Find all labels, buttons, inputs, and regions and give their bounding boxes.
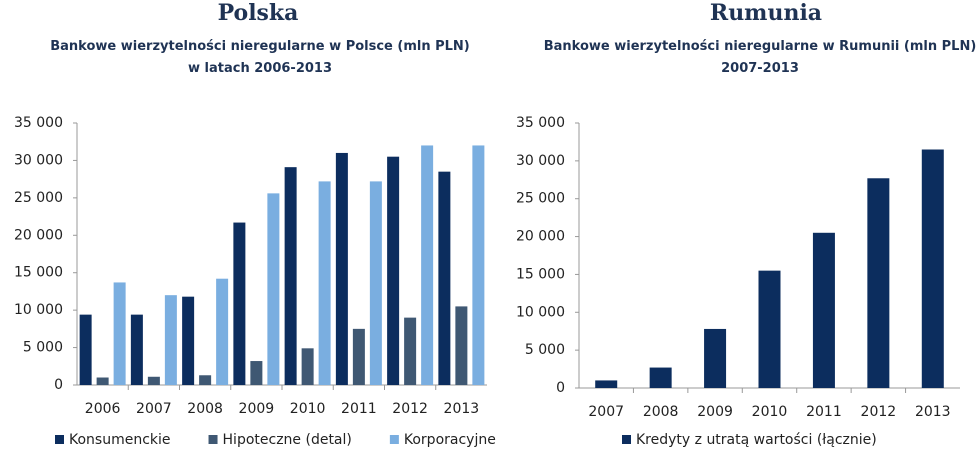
x-tick-label: 2011: [806, 404, 842, 420]
y-tick-label: 10 000: [14, 302, 63, 318]
bar: [250, 361, 263, 385]
bar: [79, 314, 92, 385]
bar: [216, 278, 229, 385]
bar: [812, 232, 835, 388]
y-tick-label: 5 000: [525, 342, 565, 358]
x-tick-label: 2011: [341, 401, 377, 417]
bar: [921, 149, 944, 388]
bar: [96, 377, 109, 385]
bar: [404, 317, 417, 385]
y-tick-label: 30 000: [516, 153, 565, 169]
bar: [318, 181, 331, 385]
bar: [267, 193, 280, 385]
legend-label: Korporacyjne: [404, 432, 496, 448]
x-tick-label: 2006: [85, 401, 121, 417]
x-tick-label: 2009: [697, 404, 733, 420]
y-tick-label: 35 000: [516, 115, 565, 131]
bar: [649, 367, 672, 388]
bar: [704, 328, 727, 388]
y-tick-label: 5 000: [23, 340, 63, 356]
legend-swatch: [208, 435, 218, 444]
x-tick-label: 2008: [187, 401, 223, 417]
x-tick-label: 2013: [915, 404, 951, 420]
bar: [199, 375, 212, 385]
chart-title: Polska: [217, 0, 299, 26]
legend-label: Konsumenckie: [69, 432, 171, 448]
bar: [421, 145, 434, 385]
bar: [301, 348, 314, 385]
x-tick-label: 2009: [239, 401, 275, 417]
x-tick-label: 2008: [643, 404, 679, 420]
legend-label: Kredyty z utratą wartości (łącznie): [636, 432, 877, 448]
bar: [387, 156, 400, 385]
bar: [147, 376, 160, 385]
x-tick-label: 2010: [290, 401, 326, 417]
y-tick-label: 15 000: [516, 266, 565, 282]
x-tick-label: 2013: [444, 401, 480, 417]
x-tick-label: 2007: [588, 404, 624, 420]
y-tick-label: 0: [556, 380, 565, 396]
y-tick-label: 35 000: [14, 115, 63, 131]
bar: [130, 314, 143, 385]
bar: [472, 145, 485, 385]
bar: [758, 270, 781, 388]
bar: [438, 171, 451, 385]
bar: [352, 328, 365, 385]
y-tick-label: 20 000: [14, 227, 63, 243]
x-tick-label: 2007: [136, 401, 172, 417]
legend-swatch: [622, 435, 631, 444]
legend-swatch: [55, 435, 64, 444]
chart-subtitle: Bankowe wierzytelności nieregularne w Po…: [50, 39, 470, 76]
bar: [284, 167, 297, 385]
bar: [113, 282, 126, 385]
bar: [867, 178, 890, 388]
y-tick-label: 25 000: [516, 191, 565, 207]
y-tick-label: 25 000: [14, 190, 63, 206]
bar: [182, 296, 195, 385]
bar: [369, 181, 382, 385]
bar: [455, 306, 468, 385]
x-tick-label: 2012: [861, 404, 897, 420]
legend-swatch: [389, 435, 399, 444]
bar: [164, 295, 177, 385]
bar: [335, 152, 348, 385]
chart-title: Rumunia: [709, 0, 823, 26]
y-tick-label: 15 000: [14, 265, 63, 281]
legend-label: Hipoteczne (detal): [223, 432, 352, 448]
chart-subtitle: Bankowe wierzytelności nieregularne w Ru…: [543, 39, 977, 76]
x-tick-label: 2012: [392, 401, 428, 417]
y-tick-label: 20 000: [516, 229, 565, 245]
bar: [595, 380, 618, 388]
y-tick-label: 10 000: [516, 304, 565, 320]
x-tick-label: 2010: [752, 404, 788, 420]
y-tick-label: 30 000: [14, 152, 63, 168]
y-tick-label: 0: [54, 377, 63, 393]
bar: [233, 222, 246, 385]
